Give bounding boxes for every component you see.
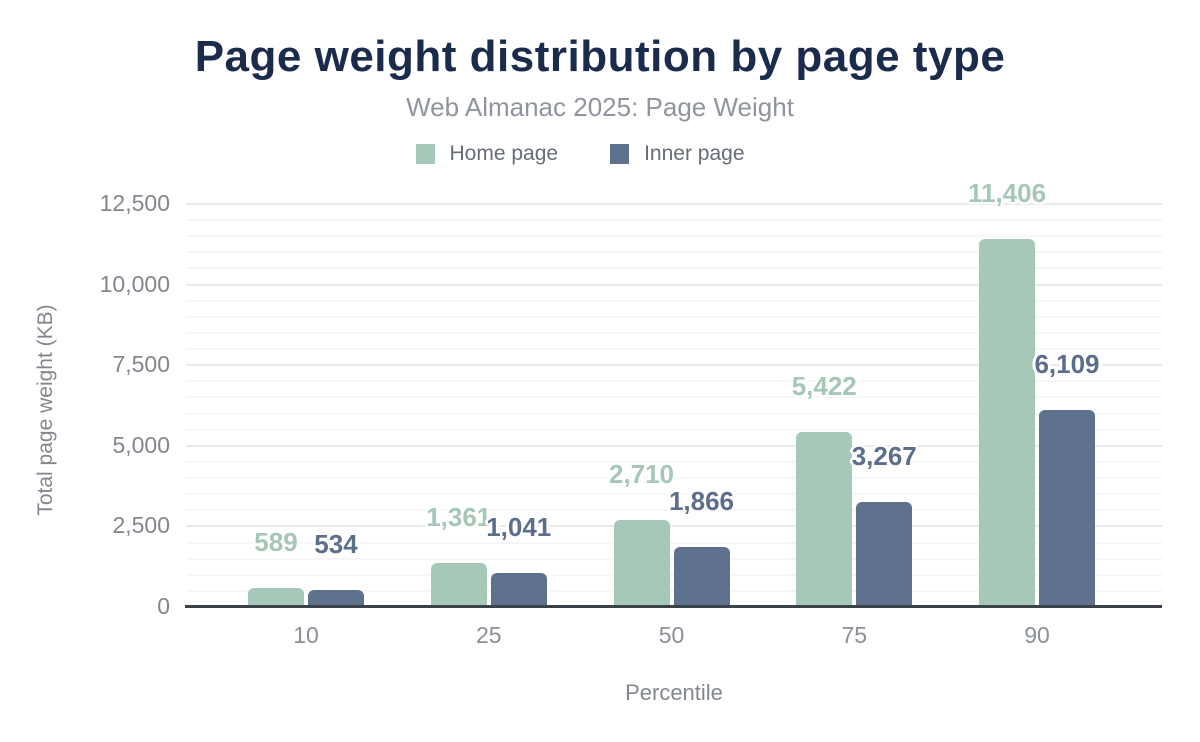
gridline — [186, 493, 1162, 496]
bar-label-inner-page-p25: 1,041 — [486, 512, 552, 543]
bar-inner-page-p75 — [856, 501, 913, 607]
bar-label-inner-page-p50: 1,866 — [668, 485, 735, 516]
x-axis-title: Percentile — [625, 680, 723, 705]
gridline — [186, 219, 1162, 222]
bar-label-home-page-p25: 1,361 — [426, 502, 492, 533]
x-tick-label-75: 75 — [841, 622, 868, 648]
y-tick-label: 7,500 — [112, 351, 170, 378]
gridline — [186, 477, 1162, 480]
y-tick-label: 12,500 — [99, 190, 170, 216]
x-tick-label-10: 10 — [293, 622, 319, 648]
bar-inner-page-p90 — [1039, 410, 1095, 607]
gridline — [186, 267, 1162, 270]
home-page-swatch-icon — [415, 144, 435, 164]
gridline — [186, 235, 1162, 238]
legend-item-inner-page[interactable]: Inner page — [610, 142, 745, 166]
bar-label-inner-page-p10: 534 — [314, 528, 358, 559]
x-tick-label-50: 50 — [658, 622, 685, 648]
gridline — [186, 251, 1162, 254]
legend-label-home-page: Home page — [449, 142, 559, 165]
x-tick-label-25: 25 — [475, 622, 502, 648]
bar-label-home-page-p10: 589 — [254, 527, 298, 558]
gridline — [186, 428, 1162, 431]
bar-home-page-p25 — [430, 563, 487, 607]
gridline — [186, 299, 1162, 302]
gridline — [186, 380, 1162, 383]
gridline — [186, 412, 1162, 415]
y-tick-label: 0 — [157, 593, 170, 619]
gridline — [186, 444, 1162, 447]
bar-label-home-page-p90: 11,406 — [967, 178, 1047, 209]
gridline — [186, 315, 1162, 318]
chart-subtitle: Web Almanac 2025: Page Weight — [406, 92, 794, 122]
gridline — [186, 509, 1162, 512]
bar-label-home-page-p50: 2,710 — [608, 458, 675, 489]
y-tick-label: 5,000 — [112, 431, 170, 458]
bar-home-page-p50 — [613, 519, 670, 607]
bar-home-page-p90 — [979, 239, 1035, 607]
gridline — [186, 331, 1162, 334]
gridline — [186, 396, 1162, 399]
x-tick-label-90: 90 — [1024, 622, 1050, 648]
y-axis-tick-labels: 0 2,500 5,000 7,500 10,000 12,500 — [0, 0, 170, 742]
gridline — [186, 203, 1162, 205]
gridline — [186, 525, 1162, 528]
y-tick-label: 10,000 — [99, 270, 170, 297]
legend-item-home-page[interactable]: Home page — [415, 142, 559, 166]
bar-inner-page-p10 — [308, 589, 364, 607]
gridline — [186, 460, 1162, 463]
y-tick-label: 2,500 — [112, 512, 170, 539]
bar-label-inner-page-p75: 3,267 — [851, 440, 917, 471]
plot-area: 589 534 1,361 1,041 2,710 1,866 5,422 3,267 11,4… — [186, 180, 1162, 607]
bar-inner-page-p25 — [490, 573, 547, 607]
bar-label-inner-page-p90: 6,109 — [1034, 349, 1100, 380]
chart-title: Page weight distribution by page type — [194, 32, 1006, 81]
gridline — [186, 364, 1162, 367]
gridline — [186, 348, 1162, 351]
bar-label-home-page-p75: 5,422 — [791, 371, 857, 402]
gridline — [186, 541, 1162, 544]
gridline — [186, 283, 1162, 286]
bar-home-page-p10 — [248, 588, 304, 607]
x-axis-line — [185, 605, 1162, 608]
legend-label-inner-page: Inner page — [644, 142, 745, 165]
legend: Home page Inner page — [0, 142, 1160, 166]
inner-page-swatch-icon — [610, 144, 630, 164]
bar-home-page-p75 — [796, 432, 853, 607]
bar-inner-page-p50 — [673, 546, 730, 607]
